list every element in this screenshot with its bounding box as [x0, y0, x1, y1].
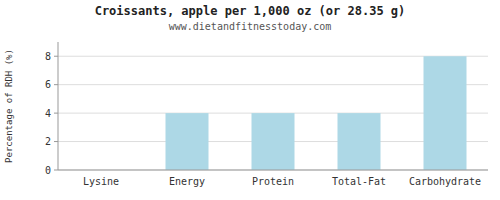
chart: Croissants, apple per 1,000 oz (or 28.35… [0, 0, 500, 200]
y-tick-label: 8 [45, 51, 51, 62]
y-tick-label: 0 [45, 165, 51, 176]
x-axis-line [58, 170, 488, 171]
y-tick [54, 170, 58, 171]
y-tick [54, 141, 58, 142]
x-tick-label: Lysine [83, 176, 119, 187]
y-tick [54, 56, 58, 57]
x-tick-label: Total-Fat [332, 176, 386, 187]
y-tick-label: 4 [45, 108, 51, 119]
bars [166, 56, 467, 170]
x-tick-label: Carbohydrate [409, 176, 481, 187]
y-tick [54, 84, 58, 85]
y-axis-label: Percentage of RDH (%) [4, 49, 14, 163]
chart-container: Croissants, apple per 1,000 oz (or 28.35… [0, 0, 500, 200]
bar [252, 113, 295, 170]
grid [58, 56, 488, 170]
x-tick-label: Energy [169, 176, 205, 187]
y-axis: 0 2 4 6 8 [45, 51, 58, 176]
bar [338, 113, 381, 170]
y-tick-label: 2 [45, 136, 51, 147]
y-tick-label: 6 [45, 79, 51, 90]
y-tick [54, 113, 58, 114]
bar [424, 56, 467, 170]
y-axis-line [58, 42, 59, 170]
title: Croissants, apple per 1,000 oz (or 28.35… [95, 4, 406, 18]
x-tick-label: Protein [252, 176, 294, 187]
grid-line [58, 170, 488, 171]
x-axis: Lysine Energy Protein Total-Fat Carbohydrate [83, 176, 481, 187]
subtitle: www.dietandfitnesstoday.com [169, 21, 332, 32]
bar [166, 113, 209, 170]
